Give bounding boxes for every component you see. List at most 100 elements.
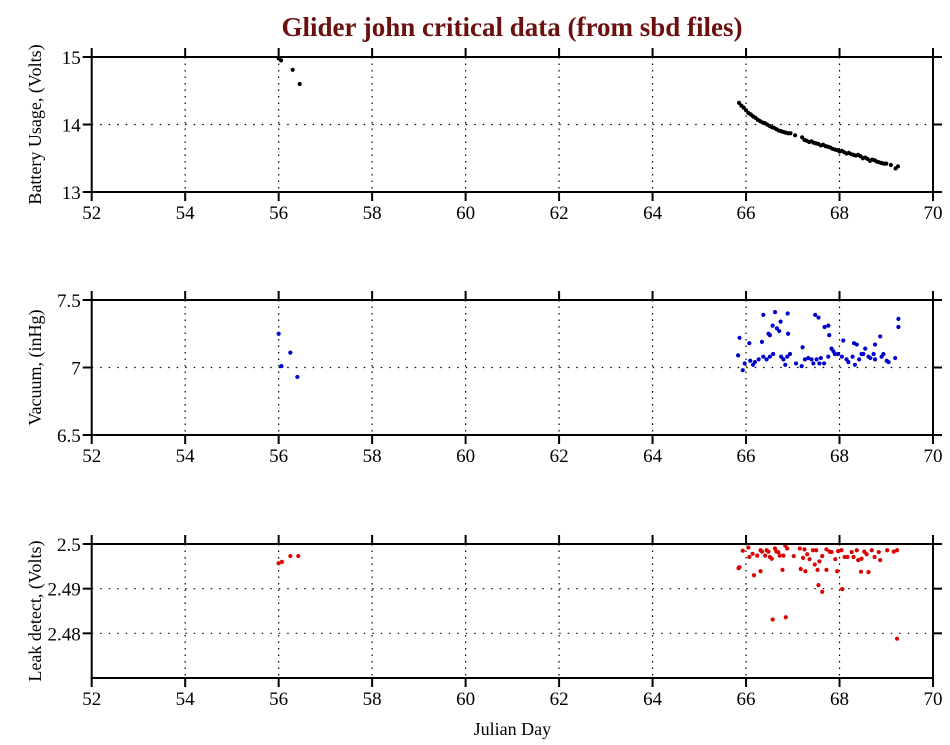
data-point bbox=[872, 554, 877, 560]
x-tick-label: 62 bbox=[550, 689, 569, 710]
data-point bbox=[802, 547, 807, 552]
x-tick-label: 58 bbox=[363, 446, 382, 467]
data-point bbox=[813, 312, 818, 317]
data-point bbox=[785, 311, 790, 316]
data-point bbox=[839, 354, 844, 359]
data-point bbox=[878, 334, 883, 339]
y-tick-label: 15 bbox=[62, 48, 81, 69]
data-point bbox=[827, 333, 832, 338]
data-point bbox=[818, 355, 823, 361]
data-point bbox=[826, 354, 831, 359]
data-point bbox=[735, 353, 741, 358]
data-point bbox=[821, 361, 827, 366]
data-point bbox=[872, 357, 878, 362]
data-point bbox=[786, 331, 791, 336]
data-point bbox=[778, 319, 783, 324]
x-tick-label: 56 bbox=[269, 689, 288, 710]
data-point bbox=[893, 355, 898, 361]
data-point bbox=[802, 357, 808, 362]
data-point bbox=[820, 553, 825, 559]
data-point bbox=[806, 355, 811, 361]
data-point bbox=[857, 357, 862, 362]
data-point bbox=[800, 555, 806, 560]
y-axis-label: Battery Usage, (Volts) bbox=[25, 44, 46, 204]
x-tick-label: 62 bbox=[550, 203, 569, 224]
x-tick-label: 60 bbox=[456, 203, 475, 224]
x-tick-label: 54 bbox=[176, 446, 196, 467]
data-point bbox=[886, 360, 891, 365]
data-point bbox=[767, 354, 772, 359]
y-tick-label: 2.5 bbox=[57, 535, 81, 556]
data-point bbox=[783, 362, 788, 367]
subplot-2: 52 54 56 58 60 62 64 66 68 70 6.5 7 7.5 Vacuum, (inHg… bbox=[25, 291, 943, 467]
data-point bbox=[296, 553, 301, 559]
data-point bbox=[295, 374, 300, 380]
data-point bbox=[829, 549, 834, 555]
data-point bbox=[771, 351, 776, 357]
data-point bbox=[896, 324, 901, 330]
data-point bbox=[817, 559, 822, 564]
x-tick-label: 52 bbox=[82, 203, 101, 224]
data-point bbox=[840, 587, 845, 592]
data-point bbox=[832, 351, 837, 357]
data-point bbox=[290, 67, 295, 72]
data-point bbox=[876, 549, 881, 555]
data-point bbox=[814, 357, 819, 362]
data-point bbox=[772, 546, 778, 551]
data-point bbox=[864, 552, 869, 557]
x-tick-label: 54 bbox=[176, 689, 196, 710]
data-point bbox=[812, 562, 817, 567]
data-point bbox=[800, 345, 805, 350]
data-point bbox=[881, 351, 886, 357]
x-tick-label: 54 bbox=[176, 203, 196, 224]
data-point bbox=[841, 338, 846, 343]
data-point bbox=[809, 357, 814, 362]
x-tick-label: 60 bbox=[456, 689, 475, 710]
data-point bbox=[279, 364, 284, 369]
data-point bbox=[788, 131, 793, 136]
data-point bbox=[787, 351, 793, 357]
data-point bbox=[826, 323, 831, 328]
data-point bbox=[288, 553, 293, 559]
data-point bbox=[279, 559, 285, 564]
x-tick-label: 52 bbox=[82, 689, 101, 710]
data-point bbox=[845, 554, 850, 560]
data-point bbox=[740, 548, 745, 553]
x-tick-label: 70 bbox=[924, 203, 943, 224]
data-point bbox=[815, 567, 820, 573]
data-point bbox=[797, 546, 802, 551]
data-point bbox=[278, 58, 284, 63]
data-point bbox=[803, 569, 808, 574]
data-point bbox=[814, 548, 819, 553]
data-point bbox=[846, 360, 851, 365]
x-tick-label: 58 bbox=[363, 689, 382, 710]
data-point bbox=[868, 355, 873, 361]
data-point bbox=[820, 589, 825, 594]
data-point bbox=[783, 615, 788, 620]
data-point bbox=[770, 323, 775, 328]
data-point bbox=[817, 361, 822, 366]
x-tick-label: 68 bbox=[830, 203, 849, 224]
data-point bbox=[742, 361, 747, 366]
data-point bbox=[793, 361, 799, 366]
data-point bbox=[747, 341, 752, 346]
data-point bbox=[758, 569, 763, 574]
x-axis-label: Julian Day bbox=[474, 719, 551, 739]
data-point bbox=[850, 354, 855, 359]
x-tick-label: 52 bbox=[82, 446, 101, 467]
data-point bbox=[751, 573, 757, 578]
data-point bbox=[737, 565, 742, 570]
data-point bbox=[810, 548, 815, 553]
data-point bbox=[767, 333, 772, 338]
data-point bbox=[854, 342, 859, 347]
data-point bbox=[816, 582, 821, 588]
x-tick-label: 68 bbox=[830, 446, 849, 467]
chart-title: Glider john critical data (from sbd file… bbox=[281, 12, 743, 42]
y-tick-label: 7.5 bbox=[57, 291, 81, 312]
y-tick-label: 7 bbox=[71, 359, 81, 380]
x-tick-label: 56 bbox=[269, 446, 288, 467]
data-point bbox=[761, 312, 766, 317]
axes-frame bbox=[90, 543, 934, 679]
x-tick-label: 70 bbox=[924, 446, 943, 467]
